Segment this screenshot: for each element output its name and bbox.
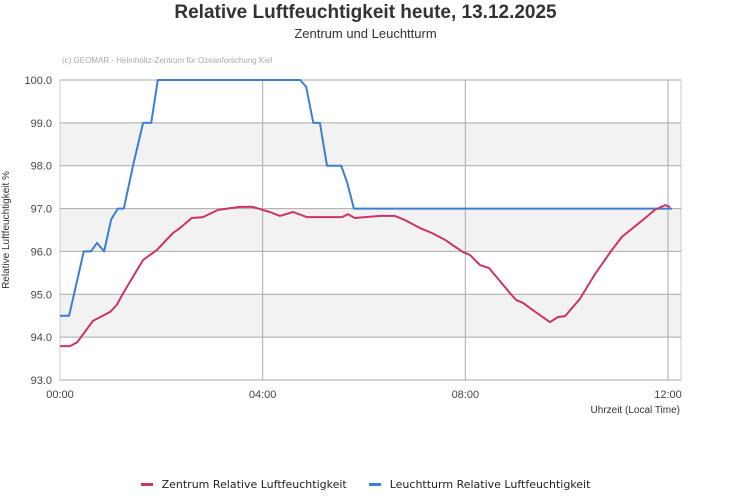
chart-subtitle: Zentrum und Leuchtturm bbox=[294, 26, 437, 41]
y-axis-ticks: 93.0 94.0 95.0 96.0 97.0 98.0 99.0 100.0 bbox=[24, 75, 52, 387]
series-line bbox=[60, 79, 673, 317]
series-line bbox=[60, 204, 671, 348]
x-tick-label: 00:00 bbox=[46, 389, 74, 401]
y-tick-label: 100.0 bbox=[24, 75, 52, 87]
x-axis-label: Uhrzeit (Local Time) bbox=[591, 405, 680, 416]
y-tick-label: 96.0 bbox=[31, 246, 52, 258]
y-tick-label: 93.0 bbox=[31, 375, 52, 387]
y-tick-label: 99.0 bbox=[31, 118, 52, 130]
x-tick-label: 12:00 bbox=[654, 389, 682, 401]
y-tick-label: 95.0 bbox=[31, 289, 52, 301]
legend-item-zentrum[interactable]: Zentrum Relative Luftfeuchtigkeit bbox=[140, 478, 347, 491]
x-tick-label: 08:00 bbox=[452, 389, 480, 401]
legend-label: Leuchtturm Relative Luftfeuchtigkeit bbox=[389, 478, 591, 491]
y-tick-label: 98.0 bbox=[31, 161, 52, 173]
data-series bbox=[60, 79, 673, 348]
x-tick-label: 04:00 bbox=[249, 389, 277, 401]
x-axis-ticks: 00:00 04:00 08:00 12:00 bbox=[46, 389, 682, 401]
credit-text: (c) GEOMAR - Helmholtz-Zentrum für Ozean… bbox=[62, 56, 273, 65]
y-tick-label: 97.0 bbox=[31, 204, 52, 216]
grid-bands bbox=[60, 122, 681, 338]
legend-label: Zentrum Relative Luftfeuchtigkeit bbox=[161, 478, 347, 491]
grid-lines bbox=[59, 79, 682, 381]
legend-item-leuchtturm[interactable]: Leuchtturm Relative Luftfeuchtigkeit bbox=[368, 478, 591, 491]
legend-swatch-icon bbox=[140, 483, 153, 486]
chart-title: Relative Luftfeuchtigkeit heute, 13.12.2… bbox=[174, 2, 557, 23]
legend-swatch-icon bbox=[368, 483, 381, 486]
y-tick-label: 94.0 bbox=[31, 332, 52, 344]
y-axis-label: Relative Luftfeuchtigkeit % bbox=[1, 171, 12, 289]
legend: Zentrum Relative Luftfeuchtigkeit Leucht… bbox=[0, 478, 731, 491]
